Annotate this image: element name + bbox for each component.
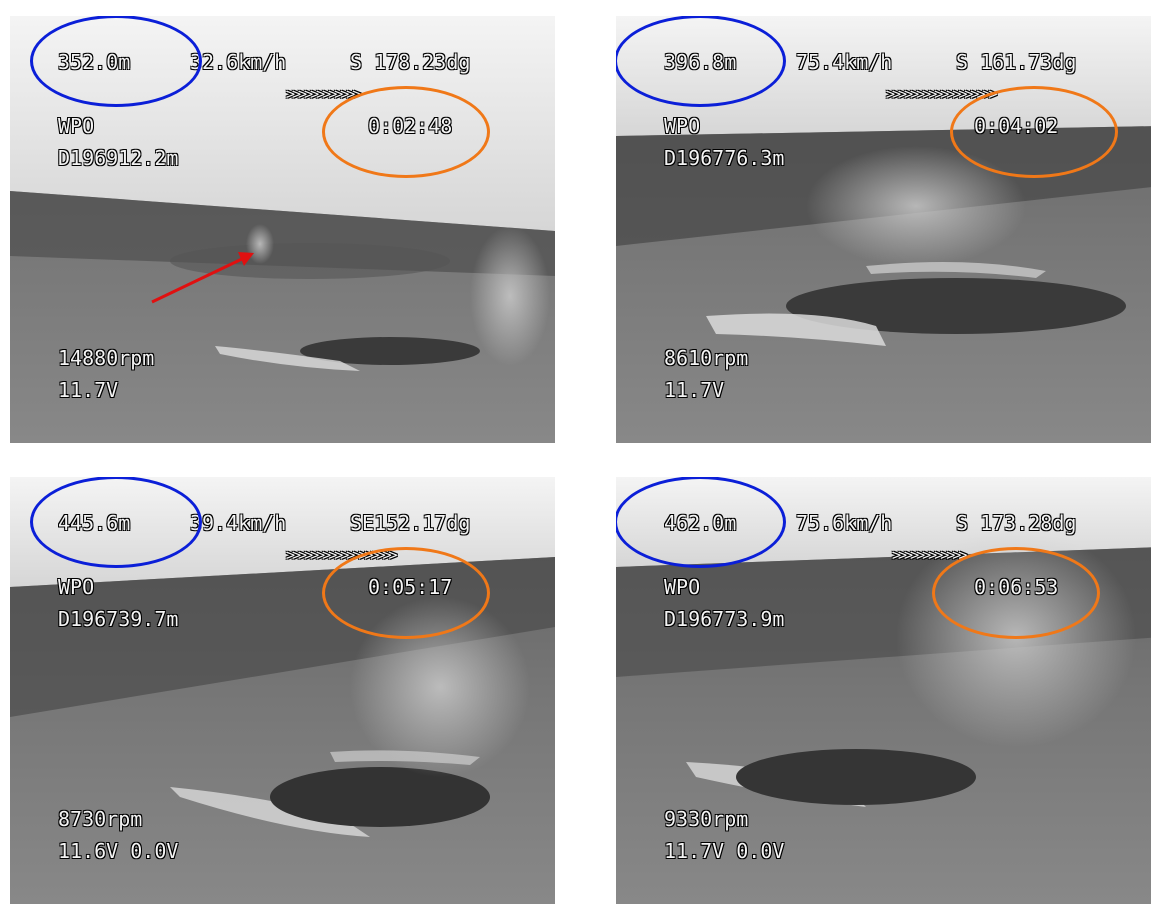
mode-readout: WPO [664, 114, 701, 138]
altitude-readout: 445.6m [58, 511, 131, 535]
rpm-readout: 9330rpm [664, 807, 749, 831]
mode-readout: WPO [58, 575, 95, 599]
speed-readout: 75.4km/h [796, 50, 893, 74]
bearing-indicator: >>>>>>>>>>>>>>>>>> [286, 546, 398, 564]
altitude-readout: 352.0m [58, 50, 131, 74]
time-readout: 0:02:48 [368, 114, 453, 138]
video-frame-4: 462.0m 75.6km/h S 173.28dg >>>>>>>>>>>> … [616, 477, 1151, 904]
bearing-indicator: >>>>>>>>>>>> [286, 85, 361, 103]
heading-readout: S 161.73dg [956, 50, 1077, 74]
voltage-readout: 11.7V 0.0V [664, 839, 785, 863]
altitude-readout: 462.0m [664, 511, 737, 535]
distance-readout: D196773.9m [664, 607, 785, 631]
video-frame-3: 445.6m 39.4km/h SE152.17dg >>>>>>>>>>>>>… [10, 477, 555, 904]
voltage-readout: 11.6V 0.0V [58, 839, 179, 863]
video-frame-1: 352.0m 32.6km/h S 178.23dg >>>>>>>>>>>> … [10, 16, 555, 443]
video-frame-2: 396.8m 75.4km/h S 161.73dg >>>>>>>>>>>>>… [616, 16, 1151, 443]
speed-readout: 32.6km/h [190, 50, 287, 74]
rpm-readout: 14880rpm [58, 346, 155, 370]
heading-readout: S 173.28dg [956, 511, 1077, 535]
voltage-readout: 11.7V [664, 378, 725, 402]
time-readout: 0:05:17 [368, 575, 453, 599]
landscape-scene [10, 477, 555, 904]
bearing-indicator: >>>>>>>>>>>>>>>>>> [886, 85, 998, 103]
landscape-scene [616, 477, 1151, 904]
bearing-indicator: >>>>>>>>>>>> [892, 546, 967, 564]
altitude-readout: 396.8m [664, 50, 737, 74]
distance-readout: D196912.2m [58, 146, 179, 170]
time-readout: 0:06:53 [974, 575, 1059, 599]
heading-readout: SE152.17dg [350, 511, 471, 535]
time-readout: 0:04:02 [974, 114, 1059, 138]
mode-readout: WPO [58, 114, 95, 138]
distance-readout: D196739.7m [58, 607, 179, 631]
distance-readout: D196776.3m [664, 146, 785, 170]
rpm-readout: 8730rpm [58, 807, 143, 831]
speed-readout: 75.6km/h [796, 511, 893, 535]
speed-readout: 39.4km/h [190, 511, 287, 535]
red-arrow-icon [151, 252, 254, 304]
heading-readout: S 178.23dg [350, 50, 471, 74]
voltage-readout: 11.7V [58, 378, 119, 402]
mode-readout: WPO [664, 575, 701, 599]
rpm-readout: 8610rpm [664, 346, 749, 370]
